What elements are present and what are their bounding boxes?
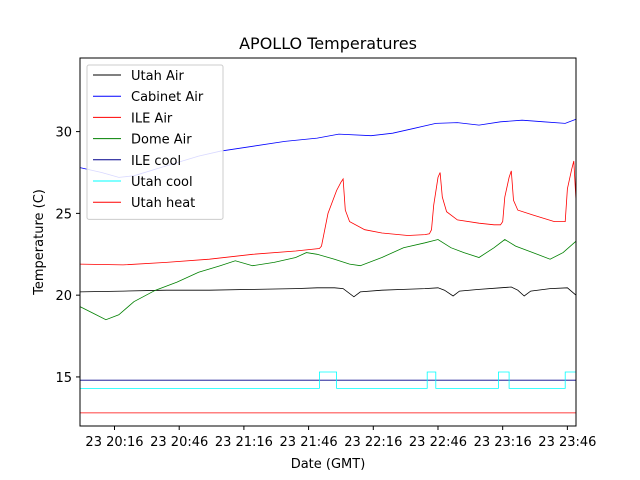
series-line-5 <box>80 371 577 389</box>
x-tick-label: 23 22:16 <box>344 435 402 450</box>
y-axis-label: Temperature (C) <box>32 189 47 296</box>
x-tick-label: 23 23:16 <box>474 435 532 450</box>
x-tick-label: 23 21:16 <box>215 435 273 450</box>
legend-label: Cabinet Air <box>131 90 204 105</box>
series-layer <box>79 118 577 414</box>
y-tick-label: 30 <box>55 126 72 141</box>
legend-label: Utah Air <box>131 69 184 84</box>
x-axis-label: Date (GMT) <box>291 457 366 472</box>
x-tick-label: 23 20:16 <box>85 435 143 450</box>
y-axis-ticks: 15 20 25 30 <box>55 126 80 386</box>
legend-label: Dome Air <box>131 133 192 148</box>
chart-title: APOLLO Temperatures <box>239 34 417 53</box>
x-tick-label: 23 23:46 <box>538 435 596 450</box>
series-line-2 <box>79 160 577 266</box>
x-tick-label: 23 22:46 <box>409 435 467 450</box>
y-tick-label: 25 <box>55 207 72 222</box>
y-tick-label: 20 <box>55 289 72 304</box>
legend-label: ILE Air <box>131 111 173 126</box>
series-line-0 <box>79 286 577 298</box>
x-tick-label: 23 21:46 <box>280 435 338 450</box>
legend-label: Utah cool <box>131 175 193 190</box>
series-line-3 <box>79 239 577 321</box>
legend-label: Utah heat <box>131 196 195 211</box>
legend: Utah Air Cabinet Air ILE Air Dome Air ILE co… <box>86 64 224 220</box>
y-tick-label: 15 <box>55 371 72 386</box>
axes-frame <box>79 57 577 427</box>
x-axis-ticks: 23 20:16 23 20:46 23 21:16 23 21:46 23 22:16… <box>85 426 596 450</box>
x-tick-label: 23 20:46 <box>150 435 208 450</box>
legend-label: ILE cool <box>131 154 181 169</box>
